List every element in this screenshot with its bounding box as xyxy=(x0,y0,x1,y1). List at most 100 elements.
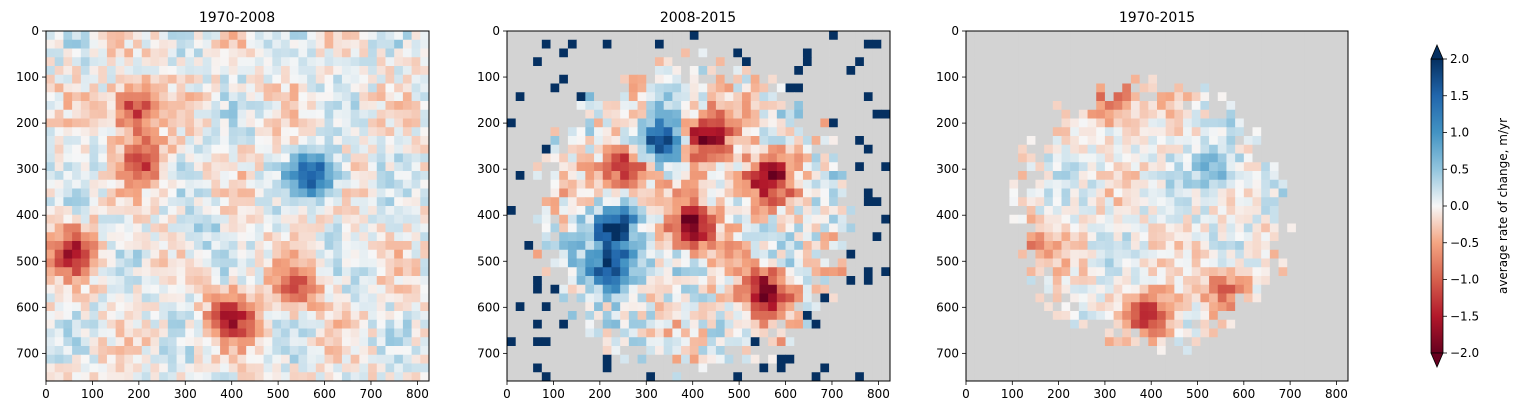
heatmap-cell xyxy=(316,162,325,171)
heatmap-cell xyxy=(377,250,386,259)
heatmap-cell xyxy=(707,162,716,171)
heatmap-cell xyxy=(1035,57,1044,66)
x-tick-label: 200 xyxy=(127,387,150,401)
heatmap-cell xyxy=(638,346,647,355)
heatmap-cell xyxy=(516,49,525,58)
heatmap-cell xyxy=(63,311,72,320)
heatmap-cell xyxy=(966,267,975,276)
heatmap-cell xyxy=(611,136,620,145)
heatmap-cell xyxy=(246,101,255,110)
heatmap-cell xyxy=(1053,119,1062,128)
heatmap-cell xyxy=(185,364,194,373)
x-tick-label: 500 xyxy=(728,387,751,401)
heatmap-cell xyxy=(611,241,620,250)
heatmap-cell xyxy=(975,189,984,198)
heatmap-cell xyxy=(342,276,351,285)
heatmap-cell xyxy=(159,189,168,198)
heatmap-cell xyxy=(620,329,629,338)
heatmap-cell xyxy=(568,40,577,49)
heatmap-cell xyxy=(1027,92,1036,101)
heatmap-cell xyxy=(507,215,516,224)
heatmap-cell xyxy=(342,154,351,163)
heatmap-cell xyxy=(1331,241,1340,250)
heatmap-cell xyxy=(168,101,177,110)
heatmap-cell xyxy=(185,92,194,101)
heatmap-cell xyxy=(281,346,290,355)
heatmap-cell xyxy=(1313,294,1322,303)
heatmap-cell xyxy=(1166,241,1175,250)
heatmap-cell xyxy=(1339,206,1348,215)
heatmap-cell xyxy=(681,119,690,128)
heatmap-cell xyxy=(394,136,403,145)
heatmap-cell xyxy=(90,66,99,75)
heatmap-cell xyxy=(1122,119,1131,128)
heatmap-cell xyxy=(1096,154,1105,163)
heatmap-cell xyxy=(803,171,812,180)
heatmap-cell xyxy=(394,189,403,198)
heatmap-cell xyxy=(255,40,264,49)
heatmap-cell xyxy=(507,372,516,381)
heatmap-cell xyxy=(1096,75,1105,84)
heatmap-cell xyxy=(611,285,620,294)
heatmap-cell xyxy=(281,294,290,303)
heatmap-cell xyxy=(585,57,594,66)
heatmap-cell xyxy=(194,171,203,180)
heatmap-cell xyxy=(881,232,890,241)
heatmap-cell xyxy=(1148,285,1157,294)
heatmap-cell xyxy=(1331,145,1340,154)
heatmap-cell xyxy=(603,372,612,381)
heatmap-cell xyxy=(1261,285,1270,294)
heatmap-cell xyxy=(975,162,984,171)
heatmap-cell xyxy=(220,66,229,75)
heatmap-cell xyxy=(1044,145,1053,154)
heatmap-cell xyxy=(185,197,194,206)
heatmap-cell xyxy=(81,110,90,119)
heatmap-cell xyxy=(142,66,151,75)
heatmap-cell xyxy=(359,285,368,294)
heatmap-cell xyxy=(359,259,368,268)
heatmap-cell xyxy=(1088,259,1097,268)
heatmap-cell xyxy=(1053,40,1062,49)
heatmap-cell xyxy=(733,75,742,84)
heatmap-cell xyxy=(611,215,620,224)
heatmap-cell xyxy=(298,206,307,215)
heatmap-cell xyxy=(220,267,229,276)
heatmap-cell xyxy=(1200,154,1209,163)
heatmap-cell xyxy=(159,206,168,215)
heatmap-cell xyxy=(1244,189,1253,198)
heatmap-cell xyxy=(55,241,64,250)
heatmap-cell xyxy=(533,197,542,206)
heatmap-cell xyxy=(1140,40,1149,49)
heatmap-cell xyxy=(846,119,855,128)
heatmap-cell xyxy=(768,66,777,75)
heatmap-cell xyxy=(725,232,734,241)
heatmap-cell xyxy=(1218,267,1227,276)
heatmap-cell xyxy=(90,31,99,40)
heatmap-cell xyxy=(1088,127,1097,136)
heatmap-cell xyxy=(333,267,342,276)
heatmap-cell xyxy=(983,127,992,136)
heatmap-cell xyxy=(107,206,116,215)
heatmap-cell xyxy=(194,75,203,84)
heatmap-cell xyxy=(81,232,90,241)
heatmap-cell xyxy=(1313,49,1322,58)
heatmap-cell xyxy=(368,364,377,373)
heatmap-cell xyxy=(533,189,542,198)
heatmap-cell xyxy=(377,337,386,346)
heatmap-cell xyxy=(1296,171,1305,180)
heatmap-cell xyxy=(316,145,325,154)
heatmap-cell xyxy=(1166,49,1175,58)
heatmap-cell xyxy=(1183,285,1192,294)
heatmap-cell xyxy=(559,320,568,329)
heatmap-cell xyxy=(177,119,186,128)
heatmap-cell xyxy=(551,180,560,189)
heatmap-cell xyxy=(307,329,316,338)
heatmap-cell xyxy=(742,224,751,233)
heatmap-cell xyxy=(255,84,264,93)
heatmap-cell xyxy=(1157,154,1166,163)
heatmap-cell xyxy=(377,206,386,215)
heatmap-cell xyxy=(394,101,403,110)
heatmap-cell xyxy=(1174,154,1183,163)
heatmap-cell xyxy=(1157,294,1166,303)
heatmap-cell xyxy=(220,276,229,285)
